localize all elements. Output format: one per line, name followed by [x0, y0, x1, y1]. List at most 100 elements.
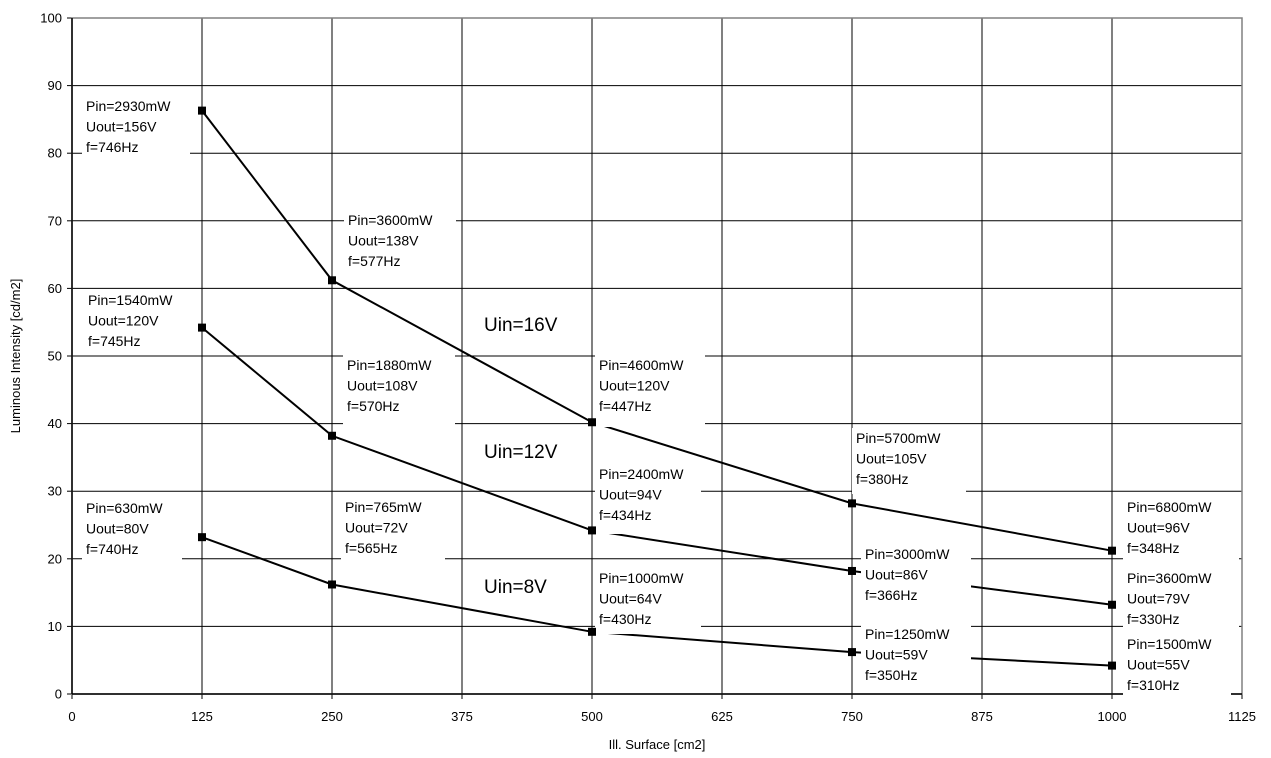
data-annotation: Pin=1540mW	[88, 292, 173, 308]
x-tick-label: 0	[68, 709, 75, 724]
data-point	[328, 276, 336, 285]
data-point	[198, 533, 206, 542]
series-label: Uin=8V	[484, 577, 547, 598]
data-point	[588, 418, 596, 427]
data-point	[198, 323, 206, 332]
data-point	[198, 106, 206, 115]
y-tick-label: 20	[48, 551, 62, 566]
annotation-bg	[344, 210, 456, 276]
data-annotation: f=745Hz	[88, 333, 141, 349]
data-annotation: Pin=6800mW	[1127, 499, 1212, 515]
annotation-bg	[595, 464, 701, 534]
series-label-bg	[470, 305, 580, 345]
data-annotation: Pin=5700mW	[856, 430, 941, 446]
data-point	[848, 566, 856, 575]
y-tick-label: 80	[48, 146, 62, 161]
data-point	[328, 580, 336, 589]
annotation-bg	[82, 96, 190, 158]
y-tick-label: 10	[48, 619, 62, 634]
data-annotation: Uout=80V	[86, 521, 149, 537]
x-tick-label: 625	[711, 709, 733, 724]
y-tick-label: 50	[48, 349, 62, 364]
data-annotation: f=330Hz	[1127, 611, 1180, 627]
x-tick-label: 125	[191, 709, 213, 724]
data-point	[328, 431, 336, 440]
data-point	[848, 499, 856, 508]
data-annotation: Uout=86V	[865, 567, 928, 583]
data-annotation: Uout=55V	[1127, 657, 1190, 673]
data-annotation: f=577Hz	[348, 253, 401, 269]
data-annotation: Pin=2930mW	[86, 98, 171, 114]
series-label-bg	[470, 432, 580, 472]
data-point	[1108, 661, 1116, 670]
data-annotation: Uout=120V	[599, 378, 670, 394]
y-tick-label: 30	[48, 484, 62, 499]
data-annotation: Pin=1250mW	[865, 626, 950, 642]
series-label: Uin=16V	[484, 315, 558, 336]
annotation-bg	[341, 497, 445, 563]
data-annotation: f=447Hz	[599, 398, 652, 414]
data-annotation: Pin=1000mW	[599, 570, 684, 586]
data-annotation: Pin=630mW	[86, 500, 163, 516]
data-annotation: Pin=1880mW	[347, 357, 432, 373]
y-tick-label: 100	[40, 11, 62, 26]
data-annotation: Uout=108V	[347, 378, 418, 394]
data-annotation: f=740Hz	[86, 541, 139, 557]
data-annotation: Uout=156V	[86, 119, 157, 135]
data-annotation: f=430Hz	[599, 611, 652, 627]
x-tick-label: 375	[451, 709, 473, 724]
y-tick-label: 0	[55, 687, 62, 702]
series-markers	[198, 106, 1116, 670]
annotation-bg	[82, 498, 182, 562]
data-annotation: Pin=765mW	[345, 499, 422, 515]
y-tick-label: 60	[48, 281, 62, 296]
data-annotation: f=746Hz	[86, 139, 139, 155]
data-annotation: f=380Hz	[856, 471, 909, 487]
data-annotation: f=366Hz	[865, 587, 918, 603]
axes	[67, 17, 1243, 699]
series-label: Uin=12V	[484, 442, 558, 463]
data-annotation: f=310Hz	[1127, 677, 1180, 693]
y-tick-label: 70	[48, 213, 62, 228]
data-annotation: f=348Hz	[1127, 540, 1180, 556]
data-point	[588, 526, 596, 535]
data-annotation: f=350Hz	[865, 667, 918, 683]
x-tick-label: 750	[841, 709, 863, 724]
x-axis-label: Ill. Surface [cm2]	[609, 737, 706, 752]
annotation-bg	[343, 355, 455, 425]
data-annotation: Pin=2400mW	[599, 466, 684, 482]
data-annotation: Uout=64V	[599, 591, 662, 607]
annotation-bg	[861, 544, 971, 608]
annotation-bg	[861, 624, 971, 688]
data-annotation: Uout=105V	[856, 451, 927, 467]
data-annotation: f=565Hz	[345, 540, 398, 556]
annotation-bg	[1123, 568, 1239, 632]
data-point	[848, 648, 856, 657]
x-tick-label: 1000	[1098, 709, 1127, 724]
annotation-bg	[852, 428, 966, 494]
data-annotation: f=434Hz	[599, 507, 652, 523]
data-annotation: Pin=3600mW	[1127, 570, 1212, 586]
data-annotation: Uout=96V	[1127, 520, 1190, 536]
data-annotation: Pin=1500mW	[1127, 636, 1212, 652]
data-point	[1108, 600, 1116, 609]
data-annotation: Pin=4600mW	[599, 357, 684, 373]
x-tick-label: 500	[581, 709, 603, 724]
data-annotation: Uout=72V	[345, 520, 408, 536]
data-annotation: Uout=138V	[348, 233, 419, 249]
data-annotation: Uout=94V	[599, 487, 662, 503]
series-label-bg	[470, 566, 580, 606]
annotation-bg	[84, 290, 194, 352]
data-annotation: Uout=120V	[88, 313, 159, 329]
x-tick-label: 875	[971, 709, 993, 724]
y-tick-label: 90	[48, 78, 62, 93]
x-tick-label: 1125	[1228, 709, 1256, 724]
annotation-bg	[1123, 634, 1231, 698]
x-tick-label: 250	[321, 709, 343, 724]
data-annotation: f=570Hz	[347, 398, 400, 414]
data-point	[588, 627, 596, 636]
annotation-bg	[595, 355, 705, 427]
annotation-bg	[1123, 497, 1239, 561]
